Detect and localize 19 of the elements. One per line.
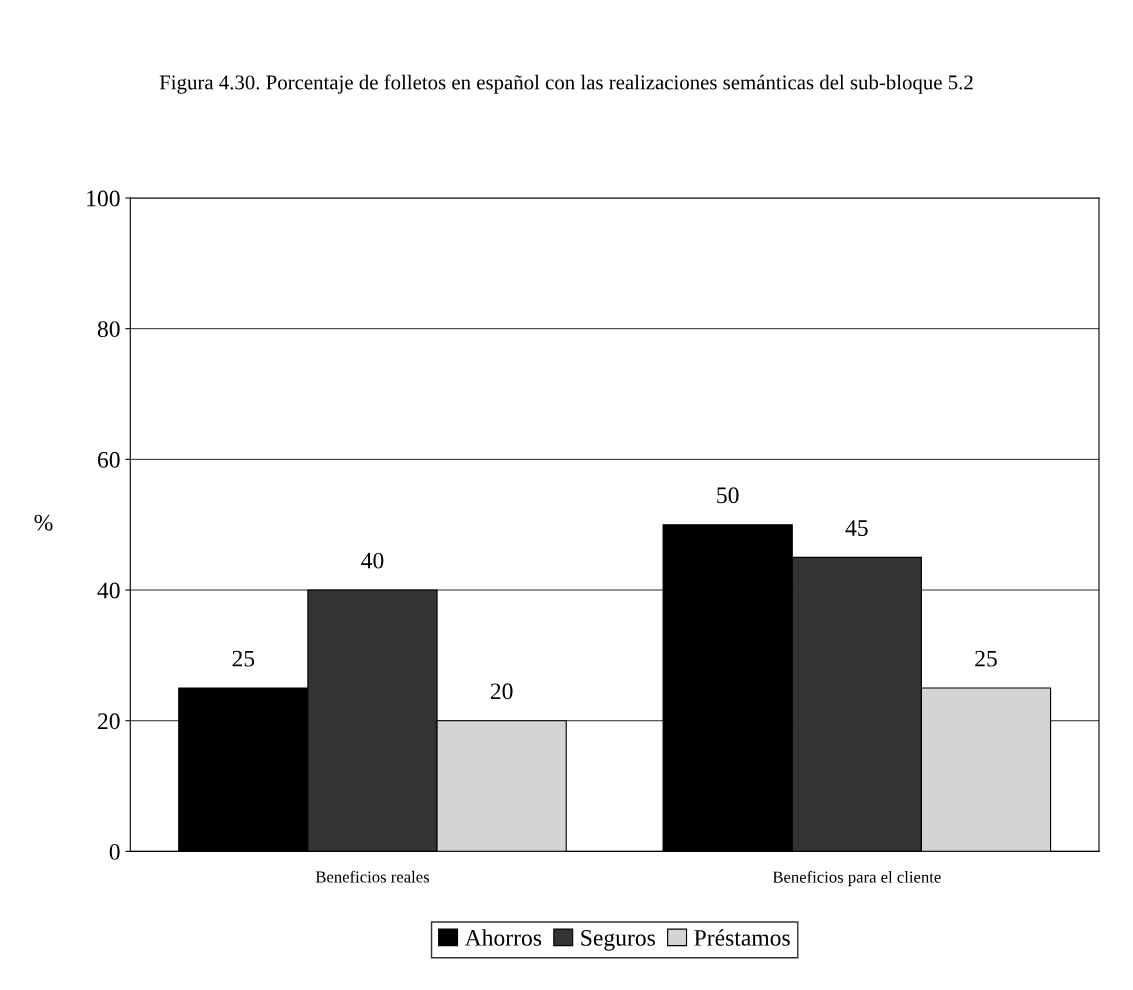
y-tick-label: 40 [97,582,120,599]
data-label: 40 [361,552,384,569]
y-tick-label: 60 [97,451,120,468]
legend-label: Ahorros [464,929,542,946]
y-tick-label: 0 [109,843,120,860]
data-label: 25 [975,650,997,667]
y-axis-title: % [34,514,53,531]
data-label: 20 [490,683,513,700]
legend-label: Préstamos [694,929,790,946]
x-tick-label: Beneficios para el cliente [772,870,941,887]
y-tick-label: 20 [98,713,120,730]
y-tick-label: 100 [87,190,120,207]
legend-label: Seguros [581,929,655,951]
data-label: 45 [845,520,868,536]
x-tick-label: Beneficios reales [315,870,430,883]
data-label: 25 [232,650,255,667]
chart-title: Figura 4.30. Porcentaje de folletos en español con las realizaciones semánticas del sub-bloque 5.2 [159,74,973,94]
data-label: 50 [717,487,739,504]
y-tick-label: 80 [97,321,120,338]
